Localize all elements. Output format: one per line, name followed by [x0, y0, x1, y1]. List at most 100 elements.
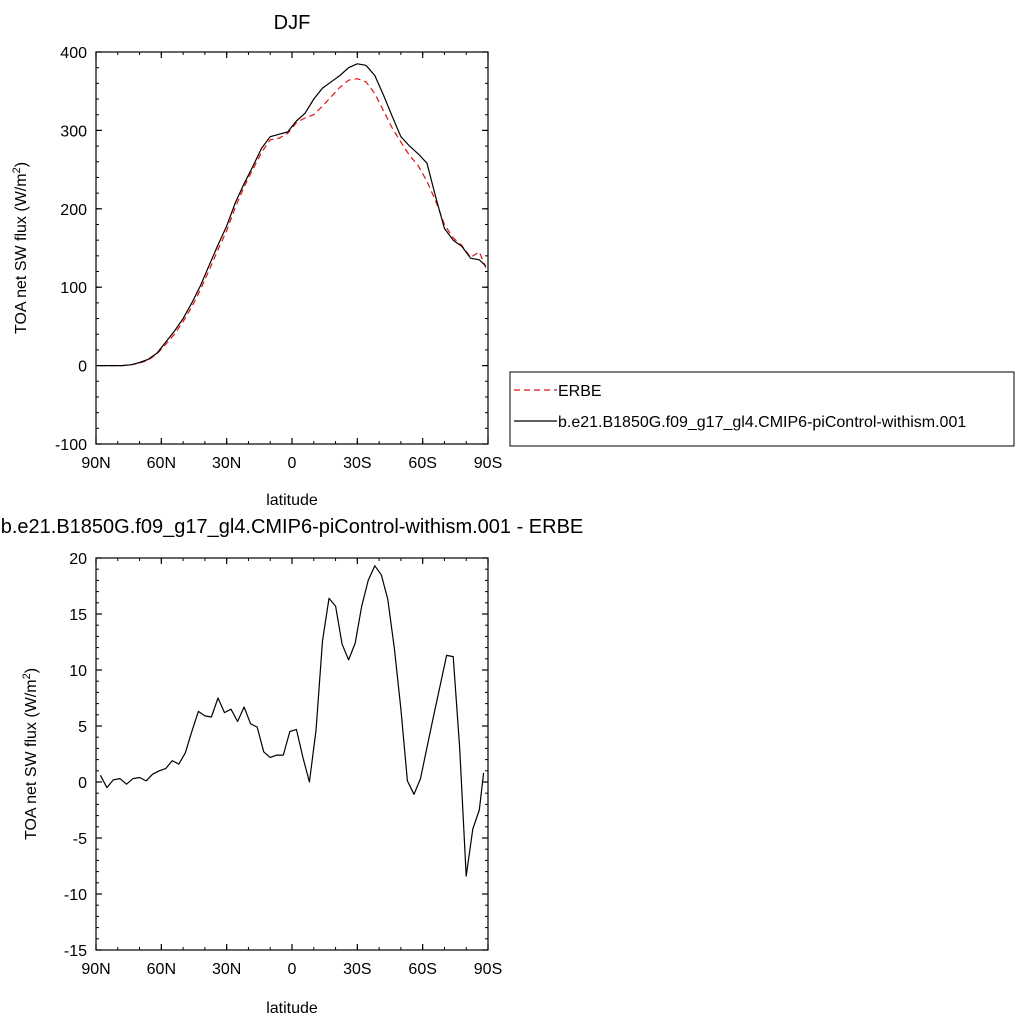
- top-data-point: [261, 148, 262, 149]
- top-data-point: [322, 88, 323, 89]
- top-data-point: [148, 359, 149, 360]
- legend-label-erbe: ERBE: [558, 383, 602, 400]
- bottom-data-point: [374, 565, 375, 566]
- top-data-point: [470, 258, 471, 259]
- top-data-point: [383, 95, 384, 96]
- top-x-tick-label: 30S: [343, 455, 371, 472]
- top-x-tick-label: 60N: [147, 455, 176, 472]
- top-data-point: [365, 65, 366, 66]
- top-data-point: [348, 80, 349, 81]
- top-y-axis-label-main: TOA net SW flux (W/m: [13, 173, 30, 334]
- top-data-point: [244, 186, 245, 187]
- top-data-point: [444, 228, 445, 229]
- bottom-data-point: [466, 876, 467, 877]
- bottom-data-point: [283, 755, 284, 756]
- bottom-data-point: [263, 751, 264, 752]
- bottom-data-point: [479, 809, 480, 810]
- top-data-point: [278, 138, 279, 139]
- top-data-point: [348, 67, 349, 68]
- bottom-data-point: [257, 727, 258, 728]
- top-data-point: [485, 267, 486, 268]
- top-data-point: [226, 225, 227, 226]
- top-data-point: [261, 152, 262, 153]
- top-data-point: [374, 75, 375, 76]
- top-data-point: [191, 302, 192, 303]
- bottom-y-axis-label-tail: ): [23, 668, 40, 673]
- legend-box: [509, 371, 1015, 447]
- bottom-data-point: [446, 655, 447, 656]
- bottom-data-point: [119, 778, 120, 779]
- bottom-x-tick-label: 30S: [343, 961, 371, 978]
- bottom-data-point: [100, 775, 101, 776]
- top-data-point: [113, 365, 114, 366]
- bottom-data-point: [106, 787, 107, 788]
- top-y-tick-label: 0: [78, 359, 87, 376]
- bottom-data-point: [400, 709, 401, 710]
- bottom-data-point: [420, 778, 421, 779]
- top-data-point: [479, 251, 480, 252]
- bottom-x-tick-label: 60N: [147, 961, 176, 978]
- top-data-point: [244, 183, 245, 184]
- top-data-point: [226, 230, 227, 231]
- top-data-point: [357, 63, 358, 64]
- top-data-point: [453, 237, 454, 238]
- top-data-point: [252, 166, 253, 167]
- top-data-point: [217, 249, 218, 250]
- bottom-data-point: [472, 828, 473, 829]
- top-y-tick-label: -100: [55, 437, 87, 454]
- top-x-axis-label: latitude: [266, 492, 318, 509]
- bottom-plot-frame: [95, 557, 489, 951]
- bottom-data-point: [178, 764, 179, 765]
- top-x-tick-label: 30N: [212, 455, 241, 472]
- top-panel: DJF 90N 60N 30N 0 30S 60S 90S 400 300 200 100 0 -100…: [11, 12, 502, 509]
- top-data-point: [392, 116, 393, 117]
- top-y-axis-label-sup: 2: [11, 167, 23, 173]
- bottom-data-point: [230, 709, 231, 710]
- top-ticks: 90N 60N 30N 0 30S 60S 90S 400 300 200 100 0 -100: [55, 45, 502, 472]
- top-data-point: [313, 114, 314, 115]
- top-data-point: [461, 246, 462, 247]
- top-data-point: [209, 269, 210, 270]
- bottom-ticks: 90N 60N 30N 0 30S 60S 90S 20 15 10 5 0 -5 -10 -15: [64, 551, 502, 978]
- bottom-data-point: [426, 747, 427, 748]
- top-data-point: [426, 181, 427, 182]
- bottom-data-point: [191, 731, 192, 732]
- top-data-point: [383, 110, 384, 111]
- bottom-x-tick-label: 0: [288, 961, 297, 978]
- top-y-tick-label: 100: [60, 280, 87, 297]
- bottom-data-point: [315, 730, 316, 731]
- top-data-point: [270, 136, 271, 137]
- bottom-data-point: [413, 794, 414, 795]
- bottom-data-point: [276, 755, 277, 756]
- legend: ERBE b.e21.B1850G.f09_g17_gl4.CMIP6-piCo…: [509, 371, 1015, 447]
- bottom-data-point: [250, 723, 251, 724]
- bottom-panel: b.e21.B1850G.f09_g17_gl4.CMIP6-piControl…: [1, 516, 584, 1017]
- bottom-y-axis-label-sup: 2: [21, 673, 33, 679]
- top-data-point: [183, 318, 184, 319]
- top-x-tick-label: 90S: [474, 455, 502, 472]
- top-y-tick-label: 400: [60, 45, 87, 62]
- top-data-point: [174, 334, 175, 335]
- top-data-point: [174, 331, 175, 332]
- bottom-data-point: [440, 685, 441, 686]
- bottom-data-point: [146, 780, 147, 781]
- bottom-data-point: [296, 729, 297, 730]
- bottom-data-point: [453, 656, 454, 657]
- bottom-x-tick-label: 30N: [212, 961, 241, 978]
- top-y-axis-label-tail: ): [13, 162, 30, 167]
- bottom-data-point: [328, 598, 329, 599]
- top-data-point: [278, 134, 279, 135]
- top-data-point: [209, 265, 210, 266]
- top-plot-marks: [100, 63, 487, 367]
- bottom-data-point: [165, 768, 166, 769]
- bottom-y-tick-label: 5: [78, 719, 87, 736]
- bottom-data-point: [217, 697, 218, 698]
- top-data-point: [435, 196, 436, 197]
- top-data-point: [426, 163, 427, 164]
- top-plot-frame: [95, 51, 489, 445]
- top-data-point: [400, 136, 401, 137]
- top-y-tick-label: 200: [60, 202, 87, 219]
- top-data-point: [322, 106, 323, 107]
- top-x-tick-label: 60S: [408, 455, 436, 472]
